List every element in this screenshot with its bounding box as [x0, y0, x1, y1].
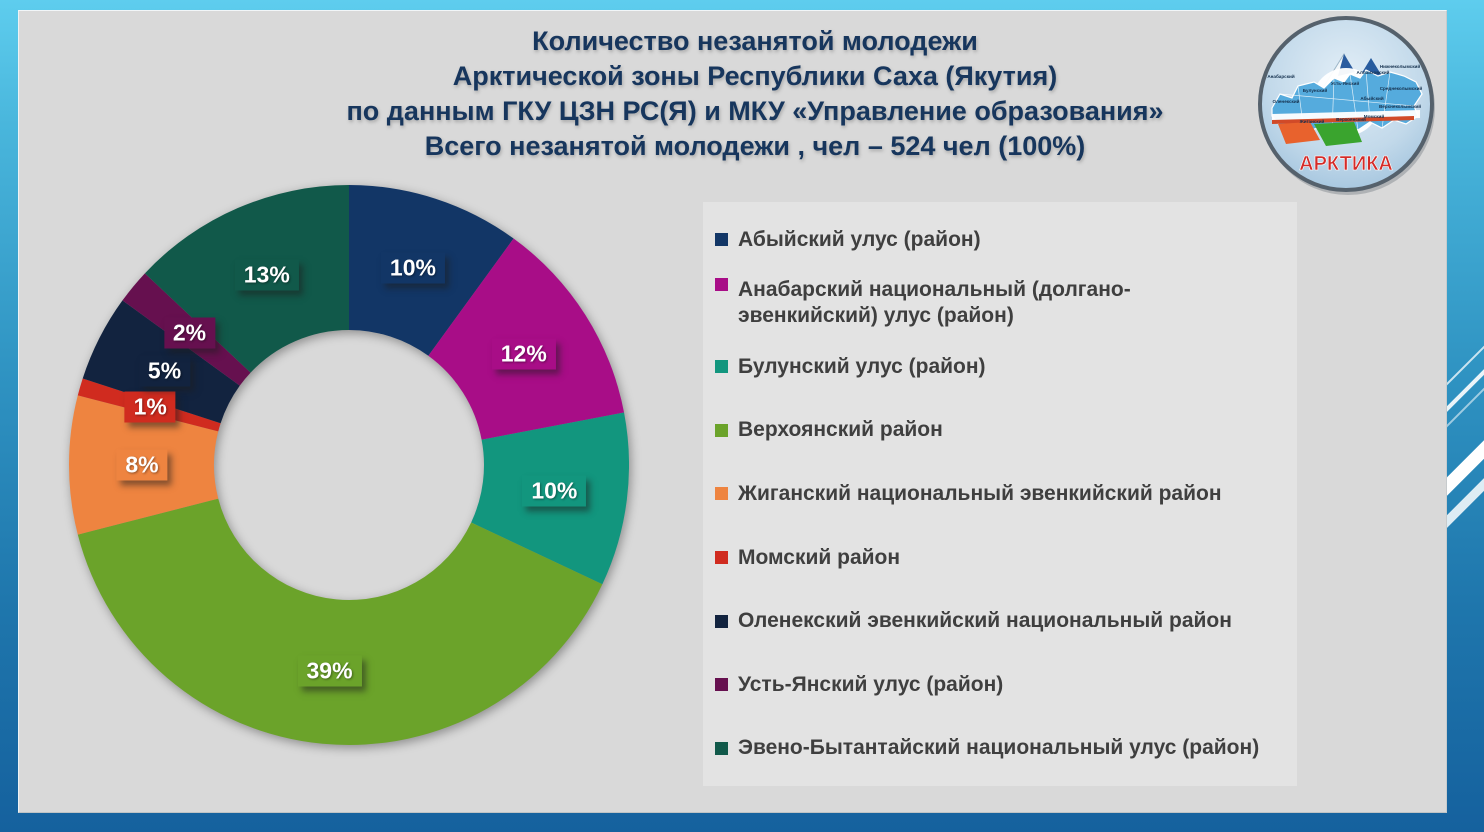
logo-region-label: Оленекский [1273, 98, 1300, 104]
logo-region-label: Усть-Янский [1331, 80, 1359, 86]
legend-swatch [715, 614, 728, 628]
legend-label: Верхоянский район [738, 418, 943, 442]
legend-item-5: Жиганский национальный эвенкийский район [715, 462, 1277, 526]
logo-patch-green [1314, 122, 1362, 146]
legend-label: Оленекский эвенкийский национальный райо… [738, 609, 1232, 633]
right-accent-band [1447, 0, 1484, 832]
slide-title: Количество незанятой молодежи Арктическо… [105, 24, 1405, 164]
logo-region-label: Жиганский [1299, 118, 1325, 124]
legend-label: Эвено-Бытантайский национальный улус (ра… [738, 736, 1260, 760]
legend-item-4: Верхоянский район [715, 399, 1277, 463]
legend-item-6: Момский район [715, 526, 1277, 590]
legend-swatch [715, 741, 728, 755]
logo-region-label: Нижнеколымский [1380, 63, 1421, 69]
title-line-1: Количество незанятой молодежи [532, 26, 978, 56]
logo-region-label: Аллаиховский [1357, 69, 1390, 75]
logo-caption: АРКТИКА [1299, 153, 1393, 175]
logo-region-label: Верхоянский [1336, 116, 1366, 122]
logo-region-label: Анабарский [1267, 73, 1295, 79]
legend-swatch [715, 277, 728, 291]
logo-flag-red [1272, 116, 1414, 124]
legend-item-8: Усть-Янский улус (район) [715, 653, 1277, 717]
legend-swatch [715, 360, 728, 374]
logo-region-label: Момский [1364, 113, 1385, 119]
legend-swatch [715, 233, 728, 247]
legend-label: Момский район [738, 545, 901, 569]
diagonal-streak [1447, 343, 1484, 425]
legend-label: Жиганский национальный эвенкийский район [738, 481, 1222, 505]
logo-region-label: Абыйский [1360, 95, 1384, 101]
donut-chart [69, 185, 629, 745]
legend-item-3: Булунский улус (район) [715, 335, 1277, 399]
logo-region-label: Верхнеколымский [1379, 103, 1421, 109]
legend-label: Анабарский национальный (долгано- эвенки… [738, 278, 1131, 328]
legend-swatch [715, 678, 728, 692]
title-line-3: по данным ГКУ ЦЗН РС(Я) и МКУ «Управлени… [346, 96, 1164, 126]
legend-item-2: Анабарский национальный (долгано- эвенки… [715, 272, 1277, 336]
logo-region-label: Булунский [1303, 87, 1328, 93]
legend-label: Усть-Янский улус (район) [738, 672, 1004, 696]
chart-legend: Абыйский улус (район) Анабарский национал… [703, 202, 1297, 786]
donut-slice-4 [77, 498, 603, 745]
legend-swatch [715, 423, 728, 437]
legend-item-9: Эвено-Бытантайский национальный улус (ра… [715, 716, 1277, 780]
legend-label: Булунский улус (район) [738, 354, 986, 378]
legend-item-7: Оленекский эвенкийский национальный райо… [715, 589, 1277, 653]
legend-item-1: Абыйский улус (район) [715, 208, 1277, 272]
arktika-logo: Анабарский Оленекский Булунский Усть-Янский… [1254, 12, 1438, 196]
title-line-2: Арктической зоны Республики Саха (Якутия… [452, 61, 1058, 91]
legend-swatch [715, 487, 728, 501]
logo-patch-orange [1278, 122, 1320, 144]
legend-swatch [715, 551, 728, 565]
title-line-4: Всего незанятой молодежи , чел – 524 чел… [424, 131, 1086, 161]
logo-region-labels: Анабарский ОленекскийБулунскийУсть-Янский… [1267, 63, 1422, 124]
logo-region-label: Среднеколымский [1380, 85, 1423, 91]
legend-label: Абыйский улус (район) [738, 227, 981, 251]
